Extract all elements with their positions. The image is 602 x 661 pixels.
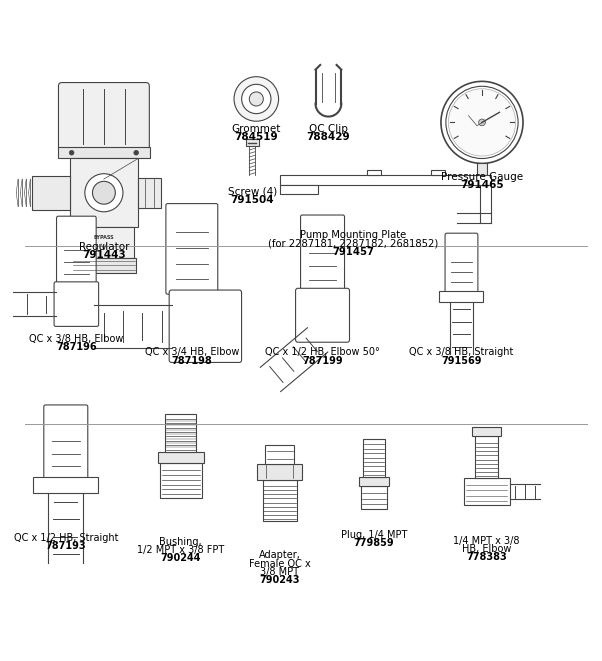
Bar: [34, 477, 98, 493]
Circle shape: [446, 87, 518, 159]
Text: QC x 3/8 HB, Elbow: QC x 3/8 HB, Elbow: [29, 334, 123, 344]
FancyBboxPatch shape: [445, 233, 478, 292]
Text: Adapter,: Adapter,: [259, 551, 300, 561]
Text: 778383: 778383: [467, 552, 507, 562]
Text: Female QC x: Female QC x: [249, 559, 311, 568]
Text: Bushing,: Bushing,: [160, 537, 202, 547]
Text: Regulator: Regulator: [79, 242, 129, 252]
Bar: [58, 147, 150, 159]
Text: 1/4 MPT x 3/8: 1/4 MPT x 3/8: [453, 535, 520, 546]
Circle shape: [448, 89, 516, 156]
FancyBboxPatch shape: [300, 215, 344, 292]
Text: 787193: 787193: [46, 541, 86, 551]
Text: Plug, 1/4 MPT: Plug, 1/4 MPT: [341, 530, 408, 540]
Text: 3/8 MPT: 3/8 MPT: [260, 566, 299, 577]
Circle shape: [93, 181, 116, 204]
Text: 791457: 791457: [332, 247, 374, 256]
Text: 787196: 787196: [56, 342, 97, 352]
Circle shape: [85, 174, 123, 212]
Circle shape: [134, 151, 138, 155]
Text: 791504: 791504: [231, 195, 274, 205]
Text: 784519: 784519: [235, 132, 278, 142]
Bar: [158, 452, 203, 463]
Bar: [359, 477, 389, 486]
Bar: [439, 291, 483, 302]
Text: 779859: 779859: [354, 538, 394, 548]
FancyBboxPatch shape: [57, 216, 96, 286]
Text: 788429: 788429: [306, 132, 350, 142]
Bar: [70, 159, 138, 227]
FancyBboxPatch shape: [54, 282, 99, 327]
Bar: [431, 170, 445, 175]
Text: 787199: 787199: [302, 356, 343, 366]
Bar: [265, 446, 294, 464]
Text: BYPASS: BYPASS: [93, 235, 114, 240]
Text: QC Clip: QC Clip: [309, 124, 348, 134]
Bar: [473, 427, 501, 436]
Circle shape: [249, 92, 263, 106]
Bar: [475, 436, 498, 479]
Bar: [464, 479, 509, 505]
Bar: [138, 178, 161, 208]
Text: Grommet: Grommet: [232, 124, 281, 134]
FancyBboxPatch shape: [44, 405, 88, 479]
Text: 1/2 MPT x 3/8 FPT: 1/2 MPT x 3/8 FPT: [137, 545, 225, 555]
Bar: [280, 175, 491, 185]
Bar: [246, 139, 259, 147]
Circle shape: [241, 85, 271, 114]
Text: Pressure Gauge: Pressure Gauge: [441, 172, 523, 182]
Bar: [72, 258, 136, 273]
Text: 791465: 791465: [460, 180, 504, 190]
Bar: [262, 479, 297, 522]
Bar: [367, 170, 380, 175]
Text: QC x 1/2 HB, Straight: QC x 1/2 HB, Straight: [13, 533, 118, 543]
FancyBboxPatch shape: [58, 83, 149, 151]
Bar: [364, 439, 385, 477]
Bar: [258, 464, 302, 479]
Bar: [280, 185, 318, 194]
Circle shape: [441, 81, 523, 163]
Text: Pump Mounting Plate: Pump Mounting Plate: [300, 230, 406, 240]
Bar: [361, 486, 388, 509]
Text: QC x 3/4 HB, Elbow: QC x 3/4 HB, Elbow: [144, 348, 239, 358]
Text: 791569: 791569: [441, 356, 482, 366]
Text: QC x 3/8 HB, Straight: QC x 3/8 HB, Straight: [409, 348, 514, 358]
FancyBboxPatch shape: [169, 290, 241, 362]
Text: Screw (4): Screw (4): [228, 187, 277, 197]
Bar: [31, 176, 70, 210]
Text: 790244: 790244: [161, 553, 201, 563]
Text: 790243: 790243: [259, 575, 300, 585]
FancyBboxPatch shape: [296, 288, 350, 342]
Circle shape: [479, 119, 485, 126]
Text: 787198: 787198: [172, 356, 212, 366]
Bar: [477, 163, 487, 175]
Circle shape: [234, 77, 279, 121]
Text: HB, Elbow: HB, Elbow: [462, 544, 511, 554]
Bar: [165, 414, 196, 452]
Text: 791443: 791443: [82, 251, 126, 260]
Circle shape: [69, 151, 74, 155]
FancyBboxPatch shape: [166, 204, 218, 294]
Text: (for 2287181, 2287182, 2681852): (for 2287181, 2287182, 2681852): [268, 239, 438, 249]
Bar: [73, 227, 134, 258]
Text: QC x 1/2 HB, Elbow 50°: QC x 1/2 HB, Elbow 50°: [265, 348, 380, 358]
Bar: [160, 463, 202, 498]
